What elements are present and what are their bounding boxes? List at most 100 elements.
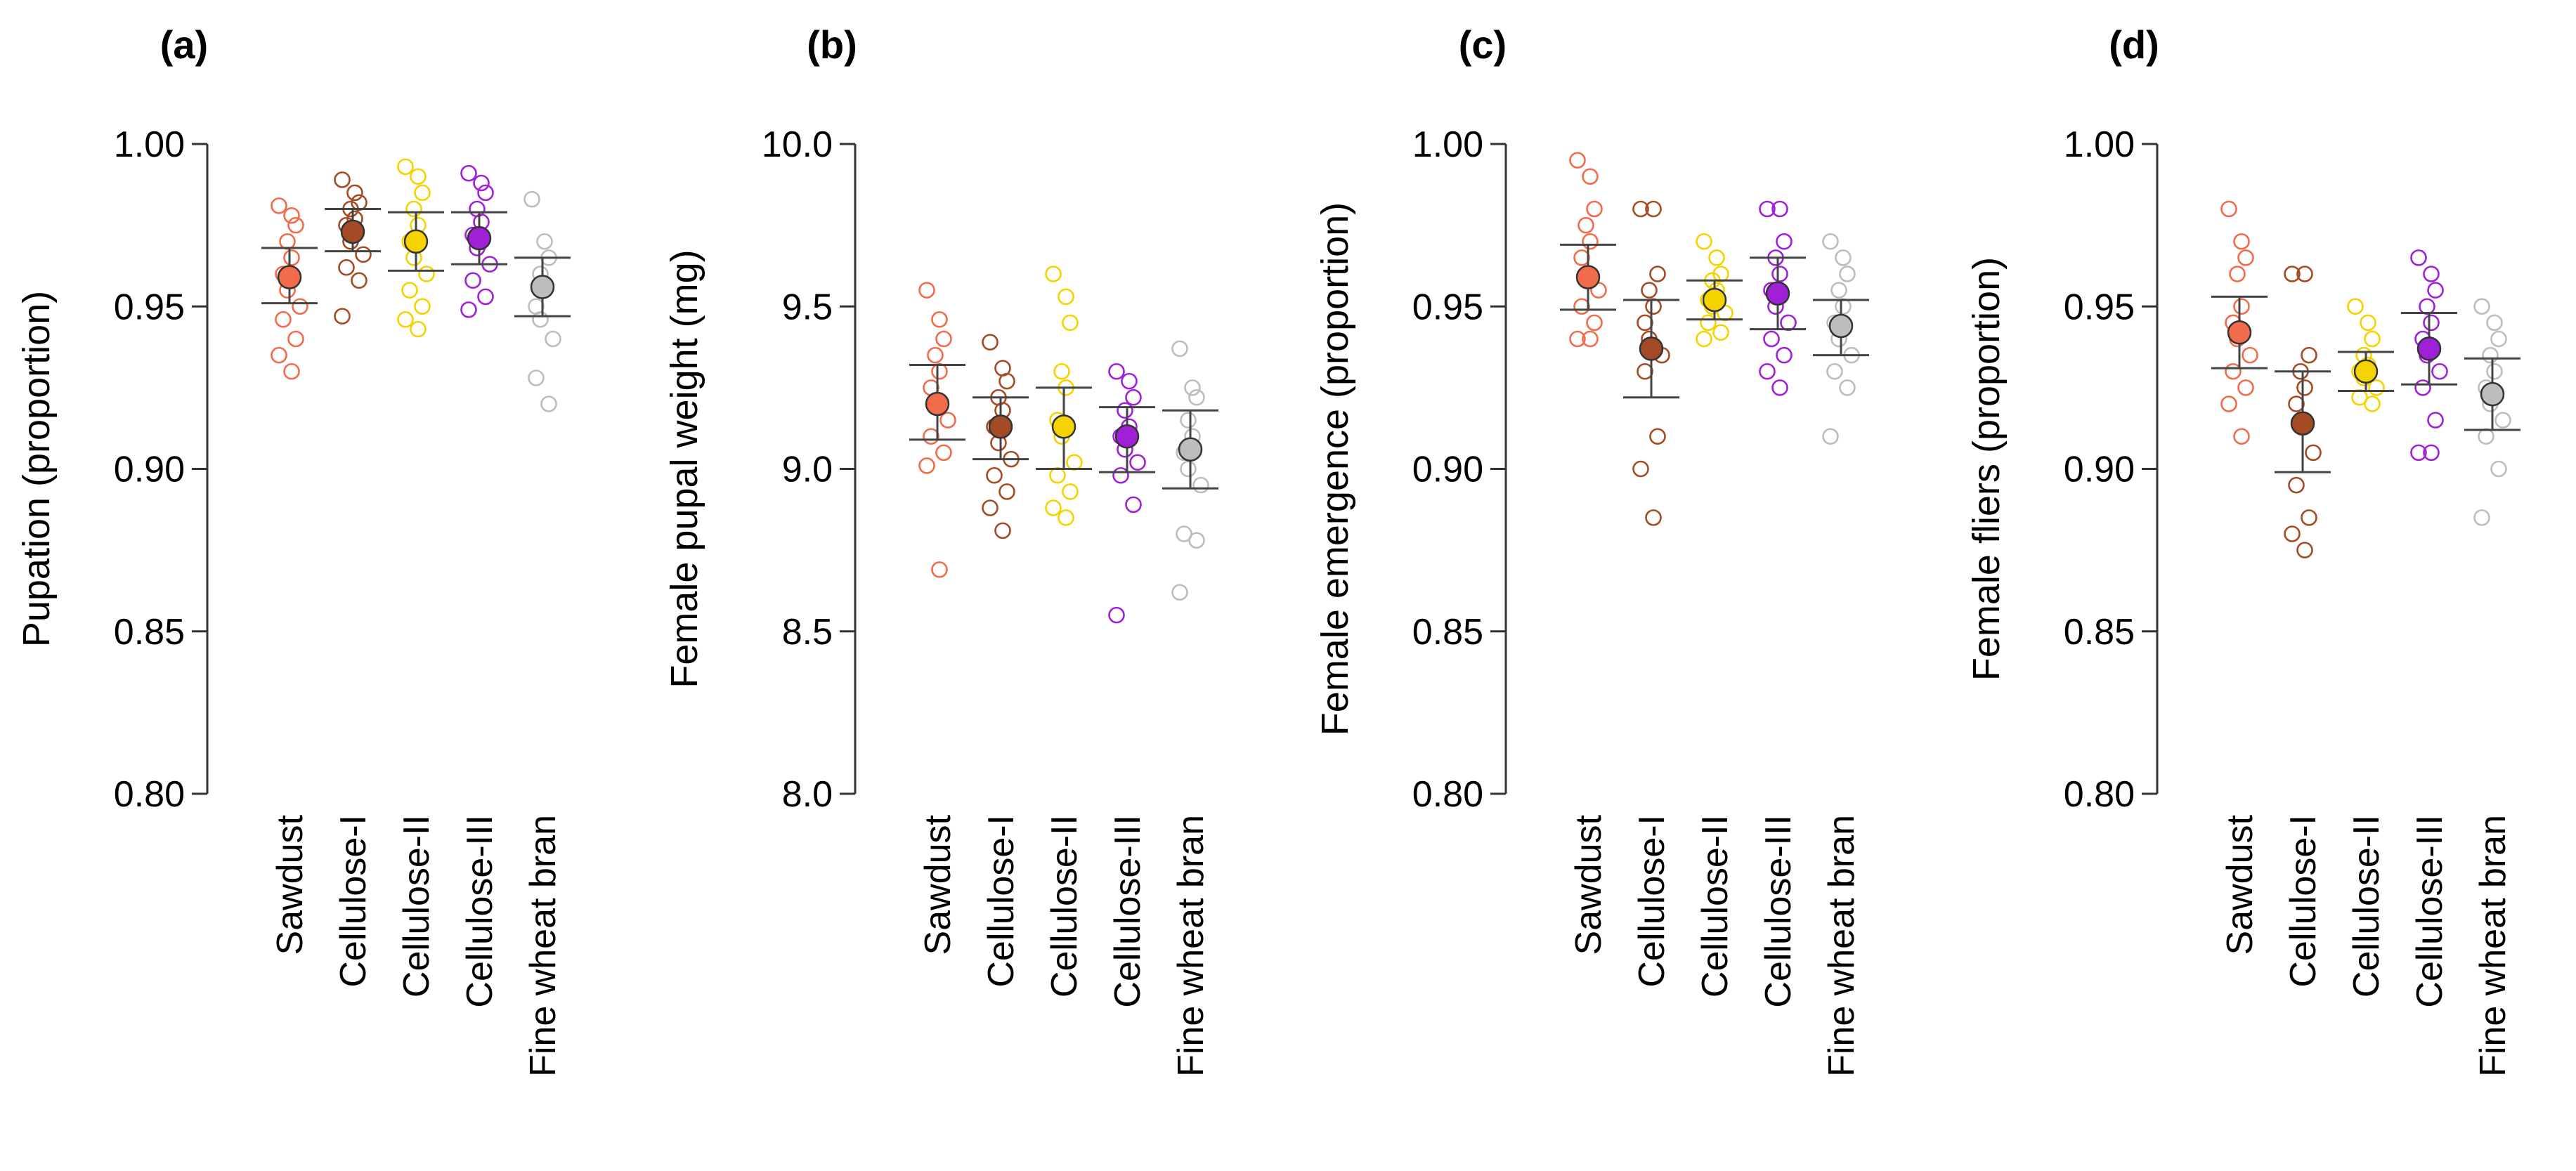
data-point xyxy=(1776,346,1793,364)
data-point xyxy=(982,499,998,516)
y-tick-label: 0.95 xyxy=(114,287,185,327)
data-point xyxy=(292,298,308,315)
data-point xyxy=(460,301,477,318)
mean-point xyxy=(467,225,492,251)
data-point xyxy=(464,272,481,289)
mean-point xyxy=(530,275,555,299)
data-point xyxy=(1062,314,1079,332)
panel-letter: (b) xyxy=(807,22,857,67)
x-tick-label: Cellulose-III xyxy=(2409,815,2450,1008)
x-tick-label: Cellulose-II xyxy=(1044,815,1085,997)
data-point xyxy=(1712,324,1729,341)
data-point xyxy=(1776,233,1793,250)
data-point xyxy=(271,346,287,364)
data-point xyxy=(545,330,561,348)
y-tick-label: 0.95 xyxy=(1412,287,1483,327)
data-point xyxy=(414,184,431,202)
x-tick-label: Cellulose-II xyxy=(1695,815,1736,997)
mean-point xyxy=(2480,381,2505,407)
y-tick-label: 1.00 xyxy=(1412,124,1483,165)
data-point xyxy=(1830,282,1847,299)
data-point xyxy=(460,164,477,182)
data-point xyxy=(927,346,944,364)
data-point xyxy=(1058,509,1074,526)
data-point xyxy=(2360,314,2376,332)
data-point xyxy=(2486,314,2503,332)
y-tick-label: 1.00 xyxy=(2064,124,2135,165)
data-point xyxy=(1759,362,1776,380)
data-point xyxy=(2368,379,2385,396)
x-tick-label: Cellulose-I xyxy=(981,815,1022,988)
data-point xyxy=(1637,362,1653,380)
data-point xyxy=(1649,266,1666,282)
data-point xyxy=(275,310,292,328)
data-point xyxy=(982,334,998,351)
y-tick-label: 0.80 xyxy=(114,774,185,815)
data-point xyxy=(1645,200,1662,218)
data-point xyxy=(1171,584,1188,601)
x-tick-label: Cellulose-III xyxy=(1107,815,1148,1008)
data-point xyxy=(2490,330,2507,348)
mean-point xyxy=(2353,359,2379,384)
mean-point xyxy=(2227,320,2252,345)
mean-point xyxy=(988,414,1013,439)
data-point xyxy=(523,190,540,208)
y-tick-label: 0.85 xyxy=(1412,612,1483,653)
mean-point xyxy=(403,229,429,254)
y-tick-label: 9.5 xyxy=(782,287,833,327)
data-point xyxy=(1649,428,1666,445)
data-point xyxy=(1835,298,1852,315)
data-point xyxy=(2296,379,2313,396)
mean-point xyxy=(1178,437,1203,462)
mean-point xyxy=(1114,424,1140,449)
y-tick-label: 9.0 xyxy=(782,450,833,490)
data-point xyxy=(2423,266,2440,282)
data-point xyxy=(2423,444,2440,462)
data-point xyxy=(283,362,300,380)
x-tick-label: Cellulose-I xyxy=(2283,815,2324,988)
data-point xyxy=(1759,200,1776,218)
data-point xyxy=(1573,249,1590,266)
y-tick-label: 10.0 xyxy=(762,124,833,165)
data-point xyxy=(414,298,431,315)
data-point xyxy=(287,216,304,234)
data-point xyxy=(2419,298,2435,315)
data-point xyxy=(1108,606,1125,624)
data-point xyxy=(1049,466,1066,484)
data-point xyxy=(1771,266,1788,282)
x-tick-label: Cellulose-I xyxy=(333,815,374,988)
data-point xyxy=(1188,532,1205,549)
data-point xyxy=(271,197,287,214)
x-tick-label: Fine wheat bran xyxy=(1171,815,1211,1077)
data-point xyxy=(477,184,494,202)
y-tick-label: 0.80 xyxy=(2064,774,2135,815)
data-point xyxy=(1582,168,1599,185)
data-point xyxy=(994,522,1011,539)
data-point xyxy=(528,369,545,386)
x-tick-label: Fine wheat bran xyxy=(2473,815,2513,1077)
data-point xyxy=(1645,509,1662,526)
data-point xyxy=(2284,525,2301,542)
x-tick-label: Cellulose-I xyxy=(1632,815,1672,988)
data-point xyxy=(931,561,948,578)
data-point xyxy=(473,174,490,192)
data-point xyxy=(1045,266,1062,282)
data-point xyxy=(1573,298,1590,315)
data-point xyxy=(1763,330,1780,348)
data-point xyxy=(532,310,549,328)
panel-letter: (a) xyxy=(160,22,208,67)
data-point xyxy=(405,200,422,218)
x-tick-label: Sawdust xyxy=(270,814,311,955)
mean-point xyxy=(277,265,302,289)
x-tick-label: Cellulose-II xyxy=(396,815,437,997)
data-point xyxy=(418,266,435,282)
data-point xyxy=(918,457,935,474)
data-point xyxy=(2301,509,2317,526)
data-point xyxy=(397,158,414,176)
data-point xyxy=(2364,395,2381,412)
data-point xyxy=(1835,249,1852,266)
data-point xyxy=(1771,379,1788,396)
y-tick-label: 8.0 xyxy=(782,774,833,815)
data-point xyxy=(397,310,414,328)
